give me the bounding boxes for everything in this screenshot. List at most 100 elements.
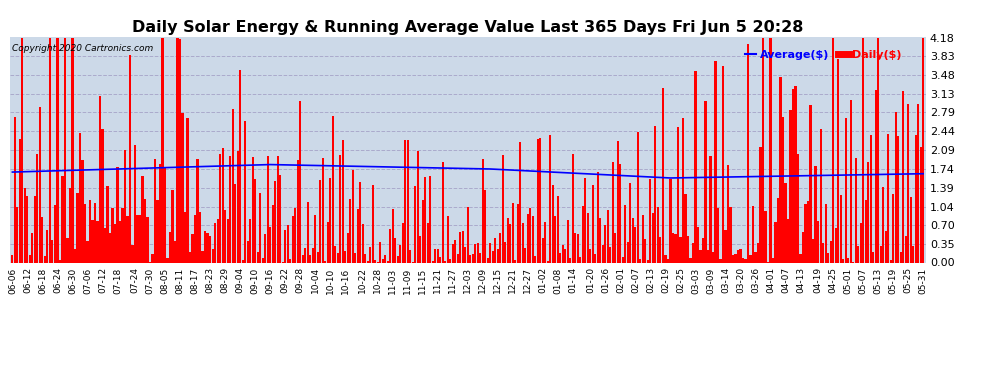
- Bar: [337, 253, 339, 262]
- Bar: [757, 243, 759, 262]
- Bar: [744, 259, 746, 262]
- Bar: [609, 247, 612, 262]
- Bar: [244, 121, 247, 262]
- Bar: [844, 118, 846, 262]
- Bar: [464, 247, 466, 262]
- Bar: [654, 126, 656, 262]
- Bar: [56, 38, 58, 262]
- Bar: [752, 207, 754, 262]
- Bar: [32, 232, 34, 262]
- Bar: [672, 233, 674, 262]
- Bar: [369, 247, 371, 262]
- Bar: [44, 256, 46, 262]
- Bar: [359, 183, 361, 262]
- Bar: [274, 182, 276, 262]
- Bar: [579, 257, 581, 262]
- Bar: [702, 238, 704, 262]
- Bar: [627, 242, 629, 262]
- Bar: [186, 118, 189, 262]
- Bar: [389, 229, 391, 262]
- Bar: [471, 254, 474, 262]
- Bar: [684, 194, 686, 262]
- Bar: [307, 202, 309, 262]
- Bar: [34, 196, 36, 262]
- Bar: [787, 219, 789, 262]
- Bar: [47, 230, 49, 262]
- Bar: [669, 178, 671, 262]
- Bar: [392, 209, 394, 262]
- Bar: [574, 232, 576, 262]
- Bar: [76, 193, 78, 262]
- Bar: [777, 198, 779, 262]
- Bar: [789, 110, 792, 262]
- Bar: [234, 184, 237, 262]
- Bar: [364, 254, 366, 262]
- Bar: [259, 193, 261, 262]
- Bar: [632, 218, 634, 262]
- Bar: [402, 223, 404, 262]
- Bar: [895, 112, 897, 262]
- Bar: [640, 259, 642, 262]
- Bar: [276, 156, 278, 262]
- Bar: [522, 223, 524, 262]
- Bar: [540, 138, 542, 262]
- Bar: [134, 145, 136, 262]
- Bar: [239, 70, 242, 262]
- Bar: [832, 38, 835, 262]
- Bar: [907, 104, 909, 262]
- Bar: [687, 236, 689, 262]
- Bar: [89, 200, 91, 262]
- Bar: [712, 252, 714, 262]
- Bar: [902, 91, 904, 262]
- Bar: [440, 257, 442, 262]
- Bar: [667, 259, 669, 262]
- Bar: [132, 245, 134, 262]
- Bar: [289, 259, 291, 262]
- Bar: [897, 136, 899, 262]
- Bar: [219, 154, 221, 262]
- Bar: [64, 38, 66, 262]
- Bar: [22, 38, 24, 262]
- Bar: [772, 258, 774, 262]
- Bar: [817, 221, 819, 262]
- Bar: [542, 238, 544, 262]
- Bar: [159, 164, 161, 262]
- Bar: [207, 233, 209, 262]
- Bar: [266, 156, 268, 262]
- Bar: [874, 90, 877, 262]
- Bar: [877, 38, 879, 262]
- Bar: [479, 253, 481, 262]
- Bar: [559, 253, 561, 262]
- Bar: [784, 183, 787, 262]
- Bar: [454, 240, 456, 262]
- Bar: [435, 249, 437, 262]
- Bar: [815, 166, 817, 262]
- Bar: [689, 258, 692, 262]
- Bar: [459, 232, 461, 262]
- Bar: [122, 208, 124, 262]
- Bar: [854, 158, 856, 262]
- Bar: [774, 222, 776, 262]
- Bar: [39, 107, 41, 262]
- Bar: [430, 176, 432, 262]
- Bar: [584, 178, 586, 262]
- Bar: [254, 179, 256, 262]
- Bar: [532, 216, 534, 262]
- Bar: [174, 241, 176, 262]
- Bar: [371, 185, 374, 262]
- Bar: [802, 232, 804, 262]
- Bar: [286, 225, 289, 262]
- Bar: [620, 164, 622, 262]
- Bar: [917, 104, 919, 262]
- Bar: [279, 175, 281, 262]
- Bar: [179, 39, 181, 262]
- Bar: [417, 150, 419, 262]
- Bar: [437, 249, 439, 262]
- Bar: [264, 234, 266, 262]
- Bar: [327, 222, 329, 262]
- Bar: [705, 101, 707, 262]
- Bar: [525, 248, 527, 262]
- Bar: [905, 237, 907, 262]
- Bar: [912, 246, 914, 262]
- Bar: [224, 210, 226, 262]
